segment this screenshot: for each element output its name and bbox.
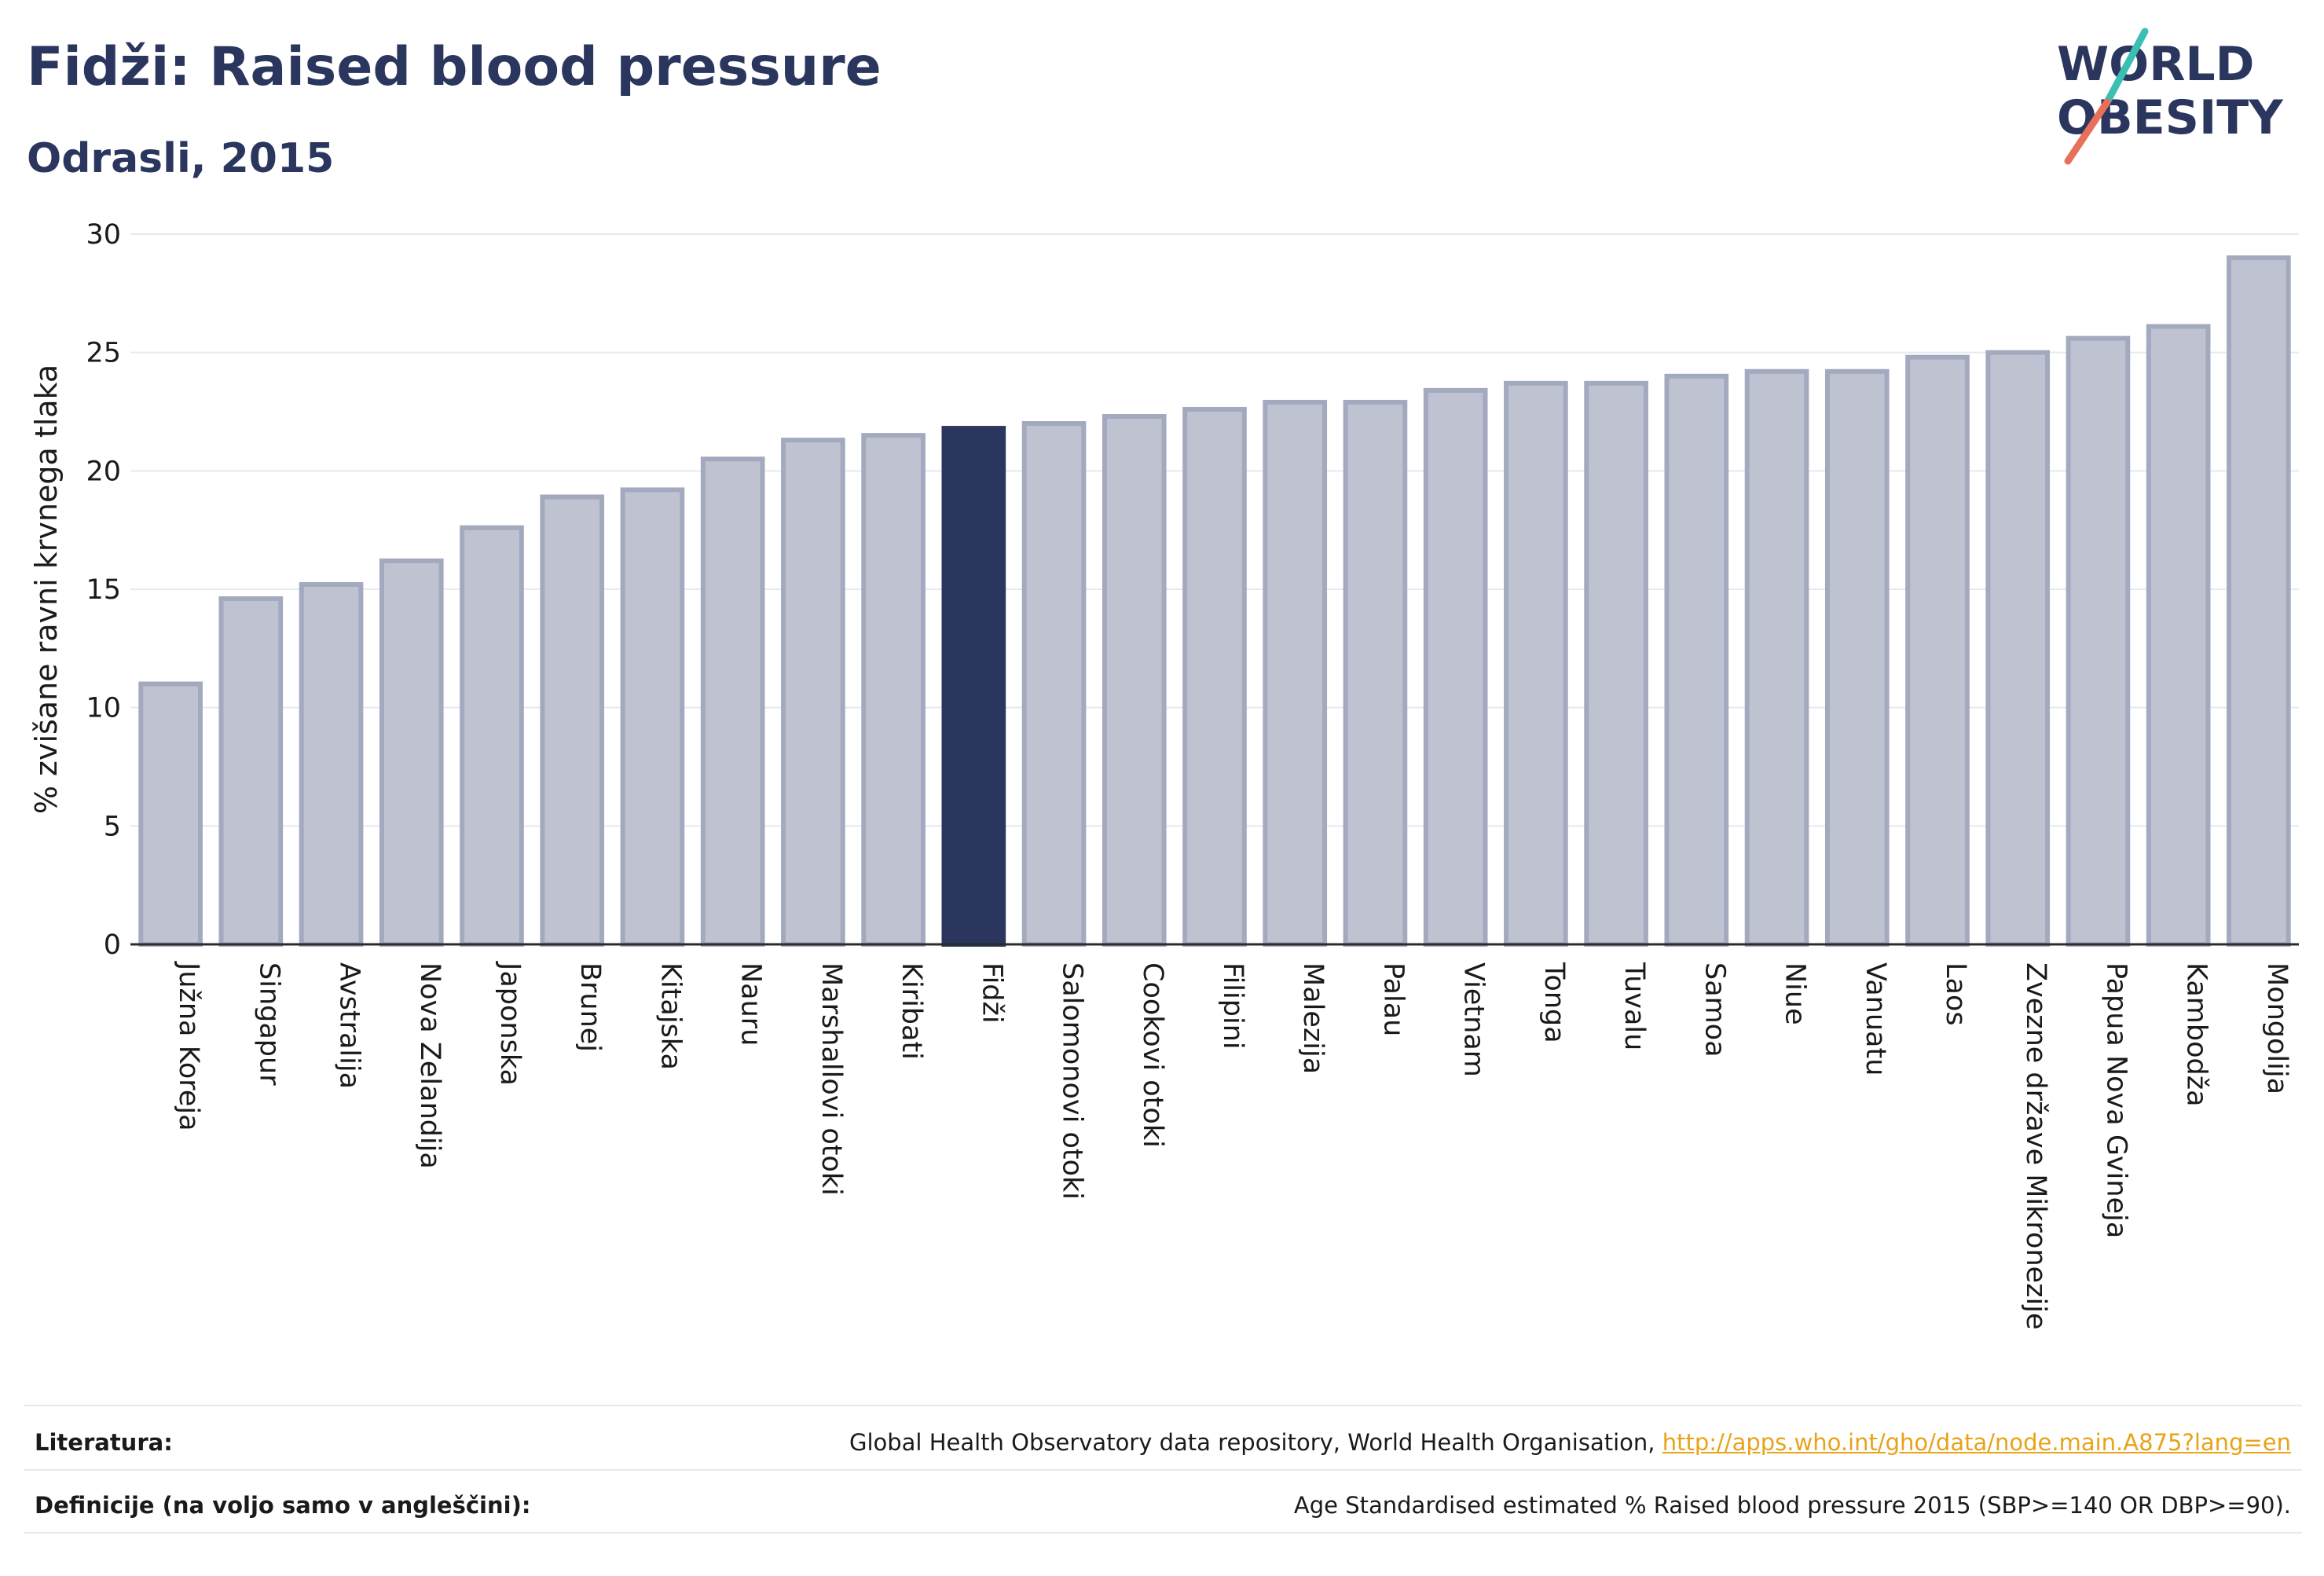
definitions-row: Definicije (na voljo samo v angleščini):…	[24, 1483, 2302, 1527]
sources-link[interactable]: http://apps.who.int/gho/data/node.main.A…	[1662, 1429, 2291, 1456]
bar-zvezne-države-mikronezije	[1985, 350, 2051, 947]
y-tick-label: 30	[86, 219, 121, 251]
x-tick-label: Japonska	[494, 961, 526, 1086]
x-tick-label: Kambodža	[2181, 962, 2212, 1107]
bar-samoa	[1664, 373, 1729, 947]
bar-kambodža	[2146, 324, 2211, 947]
x-axis-ticks: Južna Koreja Singapur Avstralija Nova Zelan…	[173, 961, 2293, 1330]
x-tick-label: Nova Zelandija	[414, 962, 445, 1169]
y-axis-ticks: 0 5 10 15 20 25 30	[86, 219, 121, 961]
bar-chart: 0 5 10 15 20 25 30 Južna Koreja Singapur Avstral…	[29, 219, 2299, 1330]
y-tick-label: 10	[86, 693, 121, 724]
logo-line1: WORLD	[2057, 37, 2254, 92]
y-tick-label: 25	[86, 338, 121, 369]
bar-filipini	[1182, 406, 1247, 947]
bar-japonska	[460, 525, 524, 947]
x-tick-label: Mongolija	[2261, 962, 2293, 1094]
x-tick-label: Marshallovi otoki	[816, 962, 847, 1196]
x-tick-label: Papua Nova Gvineja	[2100, 962, 2132, 1238]
x-tick-label: Samoa	[1699, 962, 1730, 1057]
footer-divider-middle	[24, 1469, 2302, 1471]
x-tick-label: Brunej	[574, 962, 606, 1052]
sources-label: Literatura:	[35, 1429, 173, 1456]
definitions-label: Definicije (na voljo samo v angleščini):	[35, 1492, 531, 1519]
x-tick-label: Laos	[1940, 962, 1971, 1026]
footer-divider-top	[24, 1405, 2302, 1406]
bar-fidži	[941, 426, 1006, 947]
bars	[138, 255, 2291, 947]
y-tick-label: 15	[86, 574, 121, 606]
bar-salomonovi-otoki	[1021, 421, 1087, 947]
x-tick-label: Avstralija	[334, 962, 365, 1089]
x-tick-label: Južna Koreja	[173, 961, 204, 1131]
world-obesity-logo: WORLD OBESITY	[2057, 27, 2284, 165]
bar-kiribati	[861, 433, 926, 947]
x-tick-label: Tuvalu	[1618, 962, 1650, 1050]
definitions-text: Age Standardised estimated % Raised bloo…	[1293, 1492, 2291, 1519]
bar-nauru	[700, 456, 765, 947]
x-tick-label: Nauru	[735, 962, 767, 1046]
bar-nova-zelandija	[379, 558, 444, 947]
x-tick-label: Tonga	[1538, 962, 1570, 1043]
x-tick-label: Singapur	[253, 962, 284, 1086]
bar-singapur	[218, 596, 284, 947]
sources-row: Literatura: Global Health Observatory da…	[24, 1420, 2302, 1464]
x-tick-label: Kitajska	[654, 962, 686, 1070]
y-tick-label: 20	[86, 456, 121, 487]
bar-niue	[1744, 368, 1809, 947]
x-tick-label: Kiribati	[896, 962, 927, 1060]
y-tick-label: 5	[104, 811, 121, 842]
x-tick-label: Niue	[1780, 962, 1811, 1025]
bar-malezija	[1263, 399, 1328, 947]
bar-laos	[1905, 354, 1970, 947]
bar-kitajska	[620, 487, 685, 947]
x-tick-label: Zvezne države Mikronezije	[2020, 962, 2051, 1330]
x-tick-label: Fidži	[976, 962, 1007, 1024]
bar-papua-nova-gvineja	[2066, 335, 2131, 947]
footer-divider-bottom	[24, 1532, 2302, 1534]
sources-text: Global Health Observatory data repositor…	[849, 1429, 1655, 1456]
chart-title: Fidži: Raised blood pressure	[27, 36, 882, 98]
bar-vanuatu	[1824, 368, 1890, 947]
x-tick-label: Malezija	[1297, 962, 1329, 1074]
y-axis-label: % zvišane ravni krvnega tlaka	[29, 365, 64, 814]
bar-mongolija	[2227, 255, 2291, 947]
bar-avstralija	[299, 581, 364, 947]
x-tick-label: Salomonovi otoki	[1057, 962, 1088, 1200]
y-tick-label: 0	[104, 929, 121, 961]
x-tick-label: Vietnam	[1458, 962, 1490, 1077]
bar-tuvalu	[1584, 380, 1648, 947]
bar-cookovi-otoki	[1102, 414, 1167, 947]
bar-tonga	[1504, 380, 1568, 947]
x-tick-label: Vanuatu	[1860, 962, 1891, 1076]
x-tick-label: Cookovi otoki	[1137, 962, 1168, 1148]
bar-južna-koreja	[138, 681, 203, 947]
x-tick-label: Filipini	[1217, 962, 1248, 1050]
bar-marshallovi-otoki	[781, 438, 845, 947]
x-tick-label: Palau	[1377, 962, 1409, 1036]
bar-vietnam	[1423, 387, 1488, 947]
sources-value: Global Health Observatory data repositor…	[849, 1429, 2302, 1456]
bar-palau	[1343, 399, 1408, 947]
chart-subtitle: Odrasli, 2015	[27, 135, 335, 182]
bar-brunej	[540, 494, 605, 947]
